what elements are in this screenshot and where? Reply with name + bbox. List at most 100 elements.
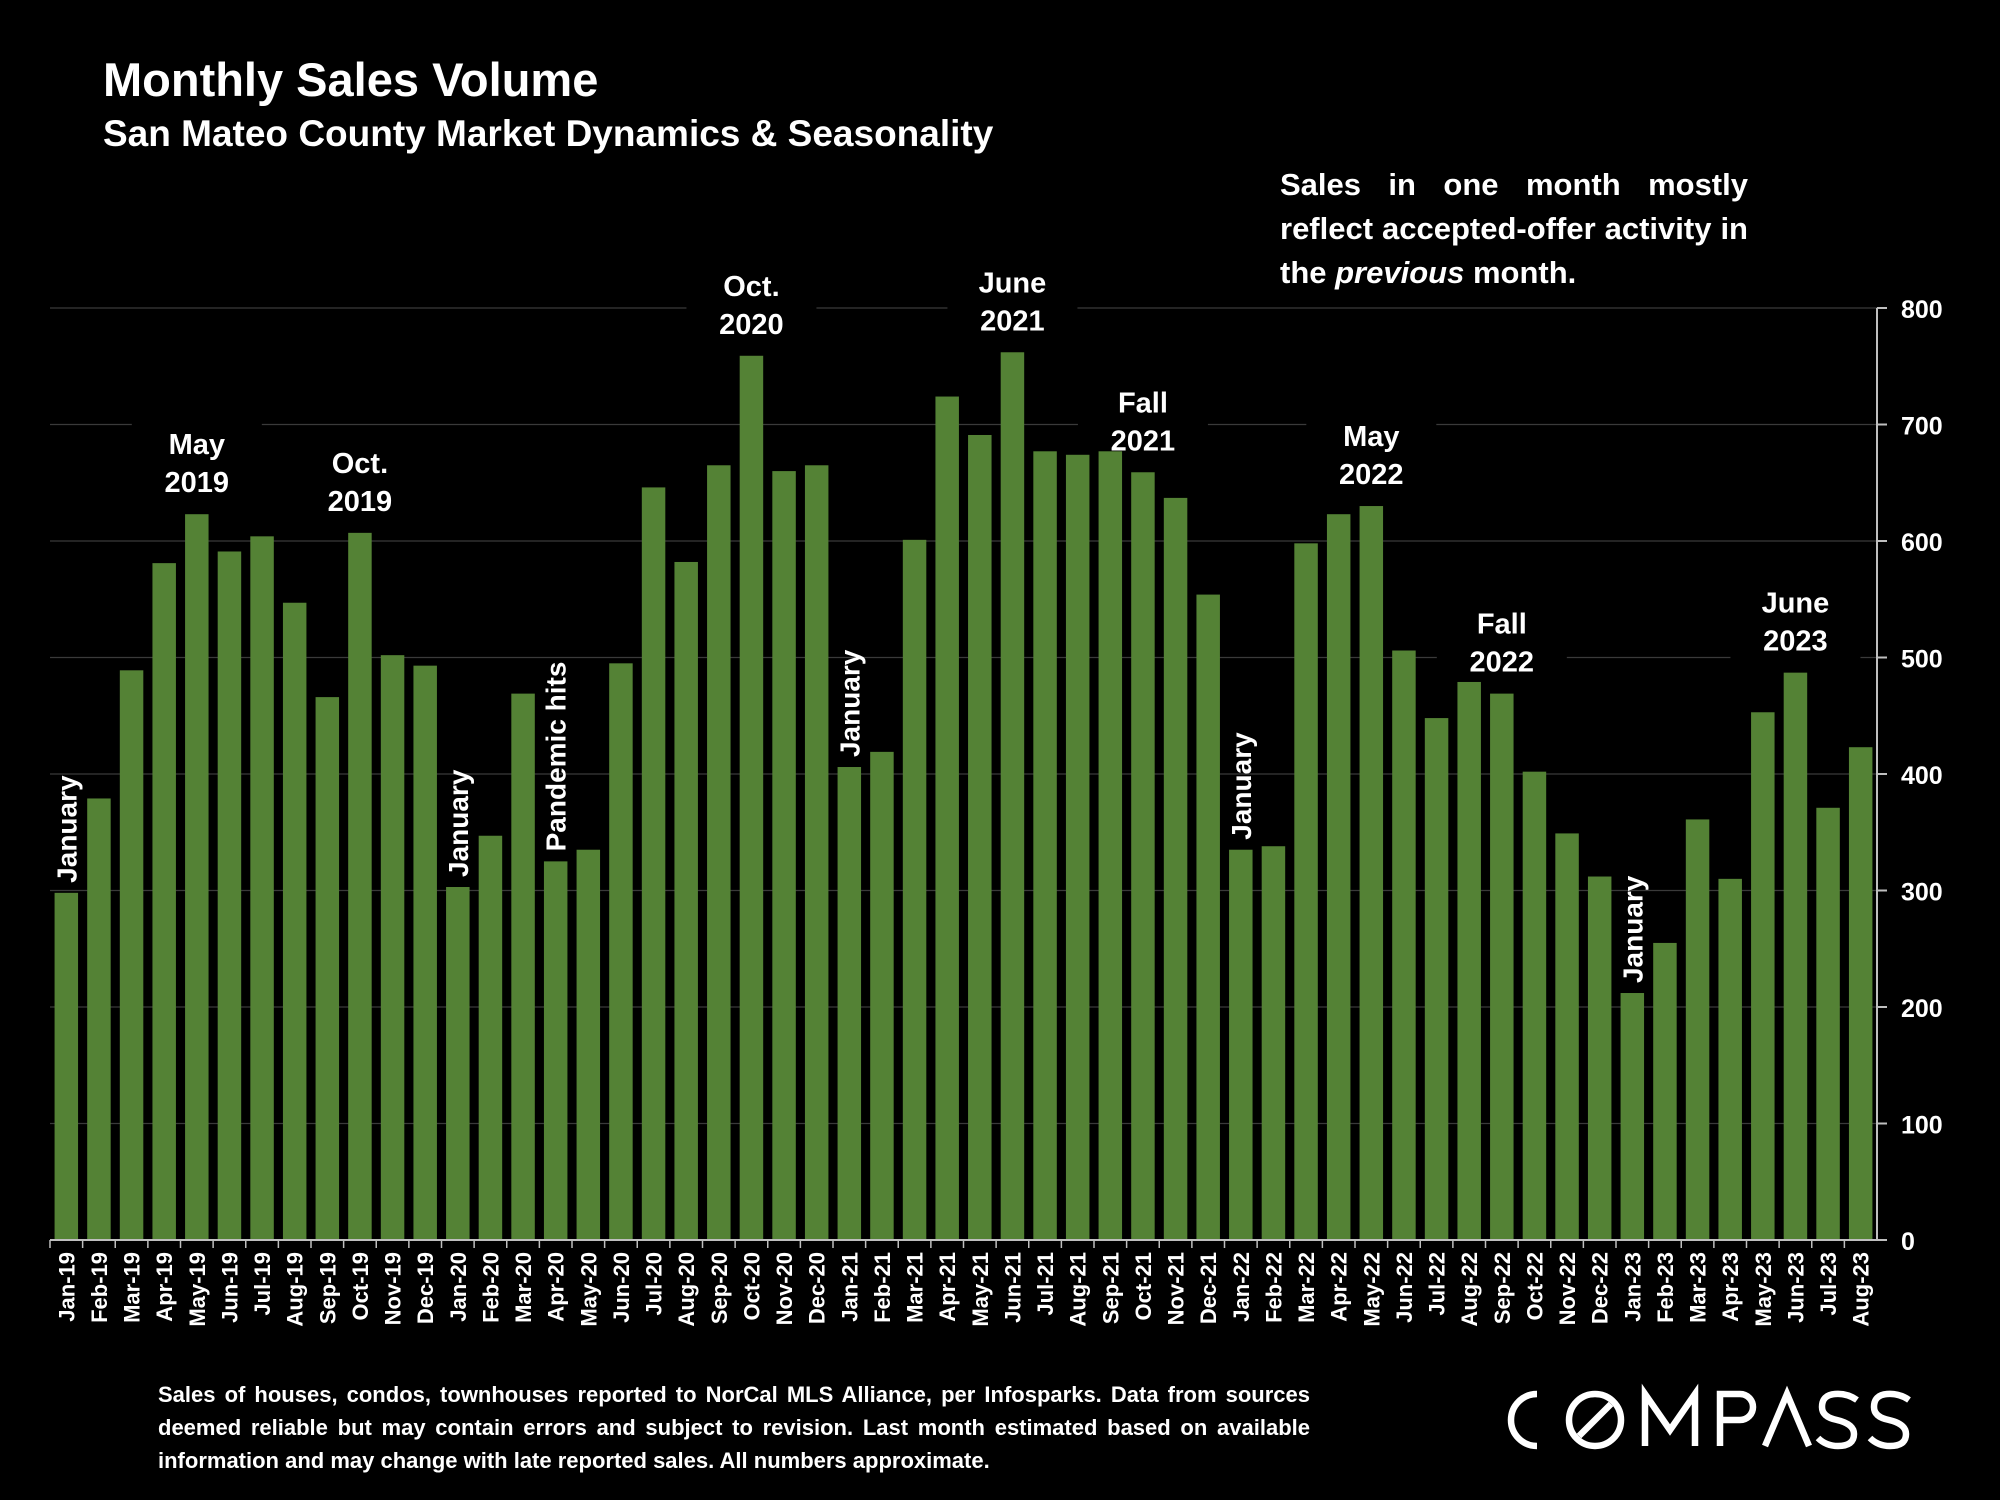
y-tick-label-200: 200	[1901, 995, 1943, 1023]
bar-Aug-19	[282, 602, 307, 1240]
x-tick-label-Feb-20: Feb-20	[478, 1252, 503, 1323]
bar-Jan-22	[1229, 849, 1253, 1240]
bar-Sep-19	[315, 697, 340, 1240]
annotation-backdrop-2	[294, 439, 425, 523]
annotation-2-line-1: 2019	[328, 486, 393, 518]
x-tick-label-Oct-19: Oct-19	[348, 1252, 373, 1320]
y-tick-label-0: 0	[1901, 1228, 1915, 1256]
annotation-13-line-0: June	[1762, 588, 1830, 620]
y-tick-label-400: 400	[1901, 762, 1943, 790]
x-tick-label-May-22: May-22	[1359, 1252, 1384, 1327]
bar-Aug-22	[1457, 681, 1481, 1240]
bar-May-21	[968, 434, 992, 1240]
x-tick-label-Aug-20: Aug-20	[674, 1252, 699, 1327]
x-tick-label-Feb-22: Feb-22	[1261, 1252, 1286, 1323]
x-tick-label-Aug-21: Aug-21	[1066, 1252, 1091, 1327]
note-emphasis: previous	[1335, 255, 1465, 290]
x-tick-label-Nov-19: Nov-19	[381, 1252, 406, 1325]
bar-Feb-19	[87, 798, 111, 1240]
x-tick-label-May-19: May-19	[185, 1252, 210, 1327]
annotation-1-line-0: May	[169, 429, 225, 461]
bar-Sep-22	[1490, 693, 1514, 1240]
note-suffix: month.	[1472, 255, 1577, 290]
x-tick-label-Jan-19: Jan-19	[54, 1252, 79, 1322]
bar-Nov-20	[772, 471, 796, 1241]
annotation-backdrop-11	[1436, 600, 1567, 684]
annotation-5-line-0: Oct.	[723, 271, 779, 303]
bar-Jul-19	[250, 536, 274, 1240]
bar-Apr-20	[543, 861, 568, 1240]
x-tick-label-Sep-20: Sep-20	[707, 1252, 732, 1324]
x-tick-label-Dec-22: Dec-22	[1588, 1252, 1613, 1324]
annotation-6: January	[834, 649, 865, 757]
bar-May-19	[185, 514, 209, 1240]
annotation-10-line-1: 2022	[1339, 459, 1404, 491]
annotation-7-line-1: 2021	[980, 305, 1045, 337]
annotation-2-line-0: Oct.	[332, 448, 388, 480]
x-tick-label-Jul-21: Jul-21	[1033, 1252, 1058, 1316]
annotation-8-line-1: 2021	[1111, 425, 1176, 457]
x-tick-label-Nov-22: Nov-22	[1555, 1252, 1580, 1325]
bar-Apr-22	[1326, 514, 1351, 1240]
x-tick-label-Apr-21: Apr-21	[935, 1252, 960, 1322]
x-tick-label-Oct-21: Oct-21	[1131, 1252, 1156, 1320]
x-tick-label-Jun-22: Jun-22	[1392, 1252, 1417, 1323]
annotation-1-line-1: 2019	[165, 467, 230, 499]
x-tick-label-Nov-20: Nov-20	[772, 1252, 797, 1325]
bar-Jan-23	[1620, 993, 1645, 1240]
annotation-backdrop-1	[131, 421, 262, 505]
bar-Feb-22	[1261, 846, 1286, 1240]
bar-Jan-19	[54, 892, 79, 1240]
y-tick-label-100: 100	[1901, 1112, 1943, 1140]
x-tick-label-Mar-20: Mar-20	[511, 1252, 536, 1323]
x-tick-label-Dec-19: Dec-19	[413, 1252, 438, 1324]
x-tick-label-Jun-21: Jun-21	[1000, 1252, 1025, 1323]
annotation-9: January	[1226, 732, 1257, 840]
x-tick-label-Jul-19: Jul-19	[250, 1252, 275, 1316]
chart-subtitle: San Mateo County Market Dynamics & Seaso…	[103, 113, 994, 154]
x-tick-label-Dec-21: Dec-21	[1196, 1252, 1221, 1324]
x-tick-label-Jan-23: Jan-23	[1620, 1252, 1645, 1322]
x-tick-label-Apr-23: Apr-23	[1718, 1252, 1743, 1322]
source-footnote: Sales of houses, condos, townhouses repo…	[158, 1382, 1310, 1473]
bar-Mar-22	[1294, 543, 1318, 1240]
bar-Jul-22	[1424, 718, 1449, 1240]
y-tick-label-500: 500	[1901, 646, 1943, 674]
x-tick-label-Feb-21: Feb-21	[870, 1252, 895, 1323]
bars	[54, 352, 1873, 1241]
x-tick-label-Mar-22: Mar-22	[1294, 1252, 1319, 1323]
x-tick-label-Apr-19: Apr-19	[152, 1252, 177, 1322]
bar-Mar-23	[1685, 819, 1710, 1240]
bar-Jun-19	[217, 551, 242, 1240]
x-tick-label-Apr-20: Apr-20	[544, 1252, 569, 1322]
bar-Nov-19	[380, 655, 405, 1240]
bar-Jul-21	[1033, 451, 1057, 1240]
x-tick-label-May-23: May-23	[1751, 1252, 1776, 1327]
bar-Apr-23	[1718, 878, 1742, 1240]
x-tick-label-Oct-22: Oct-22	[1522, 1252, 1547, 1320]
x-tick-label-Mar-21: Mar-21	[903, 1252, 928, 1323]
x-tick-label-Jan-20: Jan-20	[446, 1252, 471, 1322]
y-tick-label-800: 800	[1901, 296, 1943, 324]
bar-Mar-20	[511, 693, 535, 1240]
annotation-4: Pandemic hits	[541, 662, 572, 852]
bar-Oct-19	[348, 532, 372, 1240]
bar-Dec-19	[413, 665, 437, 1240]
bar-Aug-20	[674, 561, 698, 1240]
bar-Aug-23	[1848, 747, 1873, 1240]
x-tick-label-Jan-22: Jan-22	[1229, 1252, 1254, 1322]
annotation-backdrop-5	[686, 262, 817, 346]
x-tick-label-Jul-20: Jul-20	[642, 1252, 667, 1316]
y-tick-label-700: 700	[1901, 413, 1943, 441]
x-tick-label-Aug-19: Aug-19	[283, 1252, 308, 1327]
bar-Jun-21	[1000, 352, 1025, 1240]
x-tick-label-Feb-23: Feb-23	[1653, 1252, 1678, 1323]
bar-Oct-22	[1522, 771, 1547, 1240]
bar-Sep-21	[1098, 451, 1123, 1240]
annotation-12: January	[1617, 875, 1648, 983]
bar-Jan-21	[837, 767, 862, 1240]
x-tick-label-Feb-19: Feb-19	[87, 1252, 112, 1323]
bar-Nov-21	[1163, 497, 1188, 1240]
bar-Jul-23	[1816, 807, 1840, 1240]
